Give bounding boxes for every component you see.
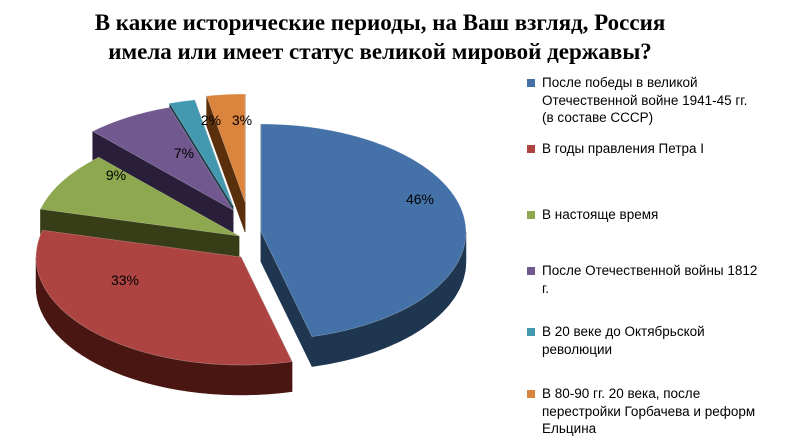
legend-label-line: После победы в великой [542, 75, 698, 90]
legend-swatch [527, 79, 535, 87]
pie-slice-label-5: 3% [232, 112, 252, 128]
legend-swatch [527, 328, 535, 336]
pie-slice-label-0: 46% [406, 191, 434, 207]
legend-label-line: В настояще время [542, 207, 659, 222]
pie-tops [35, 93, 467, 366]
legend-label-line: (в составе СССР) [542, 110, 654, 125]
chart-title: В какие исторические периоды, на Ваш взг… [40, 8, 720, 66]
legend-label: В 80-90 гг. 20 века, после перестройки Го… [542, 385, 795, 438]
chart-title-line-1: В какие исторические периоды, на Ваш взг… [94, 10, 666, 35]
chart-title-line-2: имела или имеет статус великой мировой д… [108, 39, 652, 64]
legend-label-line: г. [542, 280, 550, 296]
pie-slice-3 [92, 106, 234, 211]
legend-item: В 20 веке до Октябрьской революции [527, 323, 795, 358]
legend-item: В настояще время [527, 206, 795, 224]
legend-swatch [527, 390, 535, 398]
legend-label-line: В годы правления Петра I [542, 141, 705, 156]
legend-label-line: Отечественной войне 1941-45 гг. [542, 92, 748, 108]
legend-label: В 20 веке до Октябрьской революции [542, 323, 795, 358]
legend-label-line: В 80-90 гг. 20 века, после [542, 386, 701, 401]
legend-item: В 80-90 гг. 20 века, после перестройки Го… [527, 385, 795, 438]
pie-slice-0 [260, 123, 467, 337]
pie-slice-2 [39, 156, 240, 237]
pie-slice-label-1: 33% [111, 272, 139, 288]
legend-swatch [527, 267, 535, 275]
legend-label: После Отечественной войны 1812 г. [542, 262, 795, 297]
legend-swatch [527, 211, 535, 219]
pie-slice-5 [206, 93, 246, 203]
legend-item: После Отечественной войны 1812 г. [527, 262, 795, 297]
legend-label-line: После Отечественной войны 1812 [542, 263, 758, 278]
pie-slice-label-4: 2% [201, 112, 221, 128]
legend-label: После победы в великой Отечественной войн… [542, 74, 795, 127]
legend-label-line: перестройки Горбачева и реформ [542, 403, 756, 419]
pie-slice-label-3: 7% [174, 145, 194, 161]
legend-item: После победы в великой Отечественной войн… [527, 74, 795, 127]
pie-slice-1 [35, 229, 293, 366]
pie-slice-label-2: 9% [106, 167, 126, 183]
pie-slice-4 [169, 99, 234, 207]
legend-swatch [527, 145, 535, 153]
pie-labels: 46% 33% 9% 7% 2% 3% [106, 112, 434, 288]
legend-label: В настояще время [542, 206, 795, 224]
legend-label: В годы правления Петра I [542, 140, 795, 158]
legend-label-line: В 20 веке до Октябрьской [542, 324, 705, 339]
legend-label-line: Ельцина [542, 421, 597, 436]
legend-item: В годы правления Петра I [527, 140, 795, 158]
legend-label-line: революции [542, 341, 613, 357]
